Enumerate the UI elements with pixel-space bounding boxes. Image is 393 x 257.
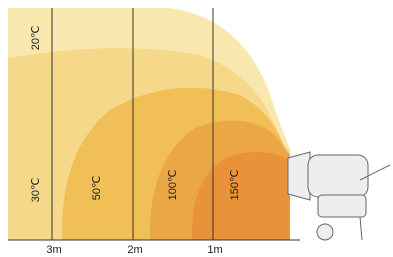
temp-label: 150℃ bbox=[229, 170, 241, 201]
distance-label: 3m bbox=[46, 244, 61, 256]
heat-distribution-diagram: 20℃ 30℃ 50℃ 100℃ 150℃ 3m 2m 1m bbox=[0, 0, 393, 257]
distance-label: 2m bbox=[127, 244, 142, 256]
temp-label: 50℃ bbox=[91, 176, 103, 201]
heater-wheel bbox=[317, 224, 333, 240]
heat-zones bbox=[8, 8, 290, 240]
heater-body bbox=[308, 155, 368, 197]
heater-stand bbox=[360, 217, 362, 240]
temp-label: 100℃ bbox=[167, 170, 179, 201]
distance-labels: 3m 2m 1m bbox=[46, 244, 222, 256]
heater-nozzle bbox=[288, 152, 310, 200]
temp-label: 30℃ bbox=[30, 178, 42, 203]
distance-label: 1m bbox=[207, 244, 222, 256]
temp-label: 20℃ bbox=[30, 26, 42, 51]
heater bbox=[288, 152, 390, 240]
heater-tank bbox=[318, 195, 366, 217]
